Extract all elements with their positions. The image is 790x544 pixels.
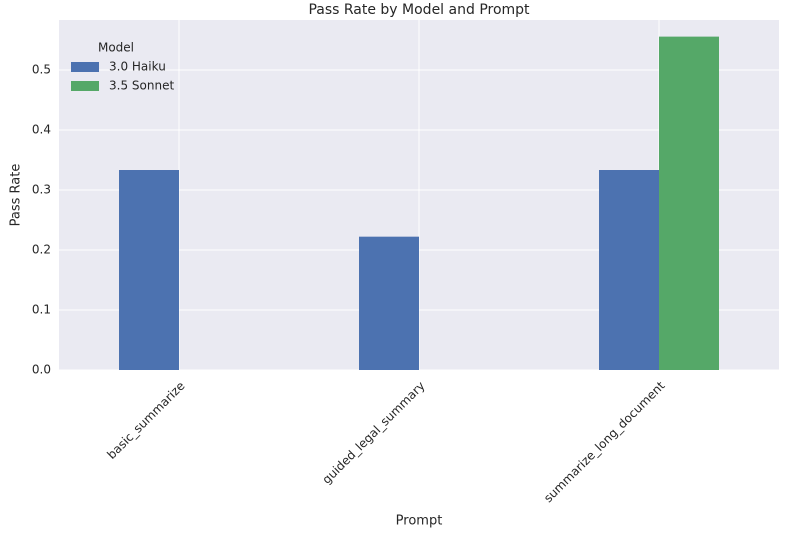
legend-swatch <box>71 62 99 72</box>
x-axis-label: Prompt <box>396 514 443 529</box>
legend-label: 3.5 Sonnet <box>109 79 174 93</box>
x-tick-label: summarize_long_document <box>541 378 668 505</box>
y-tick-label: 0.5 <box>32 62 51 76</box>
bar <box>119 170 179 370</box>
x-tick-label: guided_legal_summary <box>320 379 428 487</box>
chart-title: Pass Rate by Model and Prompt <box>308 2 530 18</box>
x-tick-label: basic_summarize <box>104 379 187 462</box>
legend-swatch <box>71 81 99 91</box>
y-axis-label: Pass Rate <box>9 164 24 227</box>
y-tick-label: 0.0 <box>32 363 51 377</box>
legend-title: Model <box>98 41 134 55</box>
bar <box>599 170 659 370</box>
y-tick-label: 0.2 <box>32 242 51 256</box>
bar <box>359 236 419 370</box>
y-tick-label: 0.3 <box>32 182 51 196</box>
legend-label: 3.0 Haiku <box>109 60 166 74</box>
bar <box>659 36 719 371</box>
y-tick-label: 0.1 <box>32 302 51 316</box>
y-tick-label: 0.4 <box>32 122 51 136</box>
